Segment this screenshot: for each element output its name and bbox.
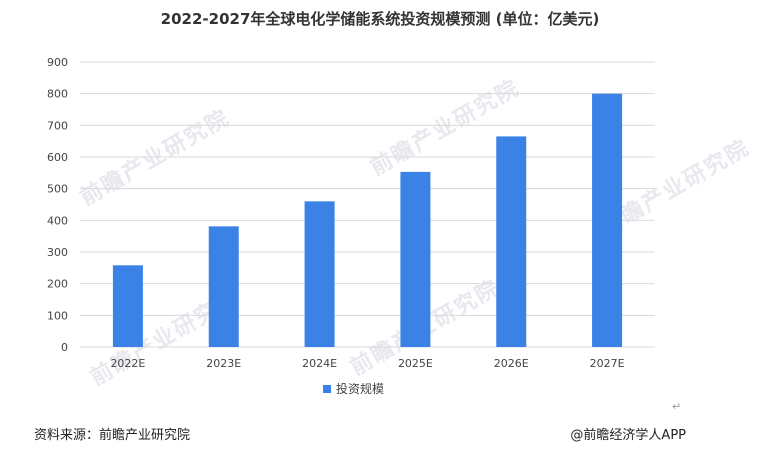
bar-2024E <box>304 201 335 347</box>
y-tick-label: 0 <box>61 341 68 354</box>
y-tick-label: 300 <box>47 246 68 259</box>
y-tick-label: 100 <box>47 309 68 322</box>
y-tick-label: 700 <box>47 119 68 132</box>
credit-note: @前瞻经济学人APP <box>570 428 686 443</box>
bar-2027E <box>592 93 623 348</box>
chart-title: 2022-2027年全球电化学储能系统投资规模预测 (单位：亿美元) <box>160 10 600 28</box>
bar-2025E <box>400 171 431 347</box>
x-tick-label: 2027E <box>590 357 625 370</box>
y-tick-label: 400 <box>47 214 68 227</box>
x-tick-label: 2026E <box>494 357 529 370</box>
x-tick-label: 2024E <box>302 357 337 370</box>
bar-2026E <box>496 136 527 347</box>
y-tick-label: 600 <box>47 151 68 164</box>
source-note: 资料来源：前瞻产业研究院 <box>34 428 191 443</box>
bar-2022E <box>112 265 143 347</box>
x-tick-label: 2023E <box>206 357 241 370</box>
legend-swatch <box>323 384 331 393</box>
x-tick-label: 2025E <box>398 357 433 370</box>
y-tick-label: 900 <box>47 56 68 69</box>
y-tick-label: 500 <box>47 183 68 196</box>
y-tick-label: 800 <box>47 88 68 101</box>
return-mark: ↵ <box>672 400 682 413</box>
y-tick-label: 200 <box>47 278 68 291</box>
legend: 投资规模 <box>323 380 384 397</box>
legend-label: 投资规模 <box>336 382 385 396</box>
x-tick-label: 2022E <box>110 357 145 370</box>
bar-2023E <box>208 226 239 347</box>
